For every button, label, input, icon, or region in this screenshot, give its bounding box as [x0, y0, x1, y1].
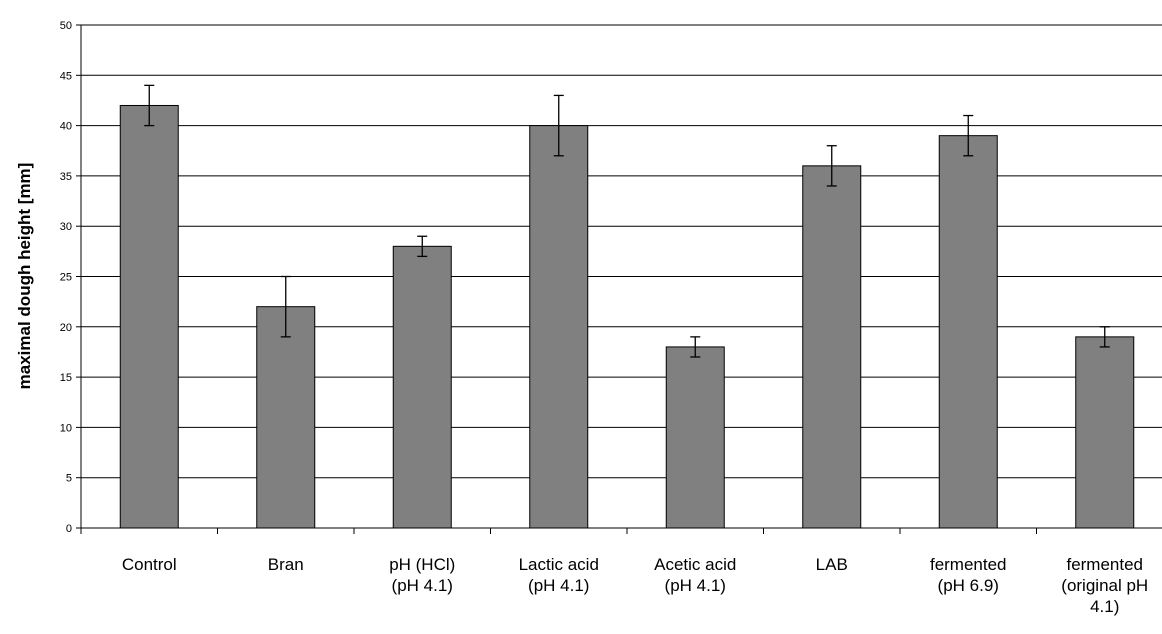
y-tick-label: 35: [60, 171, 72, 183]
gridlines: [81, 24, 1162, 479]
error-bar-1: [144, 84, 155, 127]
bar-8: [1075, 336, 1135, 529]
bar-2: [256, 306, 316, 529]
x-tick-label-line: (pH 4.1): [665, 576, 726, 595]
x-tick-label-8: fermented (original pH 4.1): [1061, 555, 1148, 616]
axes: [76, 24, 1162, 534]
y-tick-label: 15: [60, 372, 72, 384]
x-tick-label-line: Lactic acid: [519, 555, 599, 574]
x-tick-labels: Control Bran pH (HCl) (pH 4.1) Lactic acid (p…: [122, 555, 1148, 616]
x-tick-label-line: LAB: [816, 555, 848, 574]
x-tick-label-line: Bran: [268, 555, 304, 574]
x-tick-label-3: pH (HCl) (pH 4.1): [389, 555, 455, 595]
y-tick-label: 25: [60, 272, 72, 284]
x-tick-label-line: pH (HCl): [389, 555, 455, 574]
error-bar-7: [963, 114, 974, 157]
bar-5: [665, 346, 725, 529]
bar-1: [119, 104, 179, 529]
x-tick-label-7: fermented (pH 6.9): [930, 555, 1007, 595]
error-bar-5: [690, 336, 701, 358]
y-tick-label: 10: [60, 422, 72, 434]
bars: [119, 104, 1135, 529]
x-tick-label-line: Acetic acid: [654, 555, 736, 574]
y-tick-label: 20: [60, 322, 72, 334]
y-tick-label: 50: [60, 20, 72, 32]
error-bar-8: [1099, 326, 1110, 348]
error-bar-3: [417, 235, 428, 258]
bar-7: [938, 135, 998, 529]
y-tick-label: 30: [60, 221, 72, 233]
bar-4: [529, 125, 589, 529]
x-tick-label-2: Bran: [268, 555, 304, 574]
y-tick-label: 5: [66, 473, 72, 485]
error-bars: [144, 84, 1110, 358]
y-tick-label: 45: [60, 70, 72, 82]
y-axis-label: maximal dough height [mm]: [15, 163, 34, 390]
error-bar-2: [280, 275, 291, 338]
x-tick-label-line: (pH 4.1): [528, 576, 589, 595]
x-tick-label-line: 4.1): [1090, 597, 1119, 616]
bar-3: [392, 245, 452, 529]
x-tick-label-line: (pH 6.9): [938, 576, 999, 595]
x-tick-label-line: Control: [122, 555, 177, 574]
x-tick-label-line: (pH 4.1): [392, 576, 453, 595]
x-tick-label-line: fermented: [930, 555, 1007, 574]
y-tick-label: 40: [60, 121, 72, 133]
bar-6: [802, 165, 862, 529]
x-tick-label-line: fermented: [1066, 555, 1143, 574]
x-tick-label-6: LAB: [816, 555, 848, 574]
error-bar-6: [826, 145, 837, 187]
x-tick-label-line: (original pH: [1061, 576, 1148, 595]
error-bar-4: [553, 94, 564, 157]
x-tick-label-5: Acetic acid (pH 4.1): [654, 555, 736, 595]
y-tick-label: 0: [66, 523, 72, 535]
x-tick-label-4: Lactic acid (pH 4.1): [519, 555, 599, 595]
x-tick-label-1: Control: [122, 555, 177, 574]
y-tick-labels: 0 5 10 15 20 25 30 35 40 45 50: [60, 20, 72, 535]
